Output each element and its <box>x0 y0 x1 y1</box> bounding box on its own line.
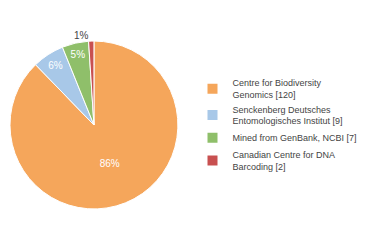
svg-text:6%: 6% <box>48 60 63 71</box>
svg-text:1%: 1% <box>74 30 89 41</box>
svg-text:Mined from GenBank, NCBI [7]: Mined from GenBank, NCBI [7] <box>233 133 357 143</box>
svg-text:Senckenberg DeutschesEntomolog: Senckenberg DeutschesEntomologisches Ins… <box>233 105 343 127</box>
svg-text:Centre for BiodiversityGenomic: Centre for BiodiversityGenomics [120] <box>233 78 322 100</box>
svg-text:86%: 86% <box>100 158 120 169</box>
svg-text:5%: 5% <box>71 49 86 60</box>
svg-text:Canadian Centre for DNABarcodi: Canadian Centre for DNABarcoding [2] <box>233 150 336 172</box>
